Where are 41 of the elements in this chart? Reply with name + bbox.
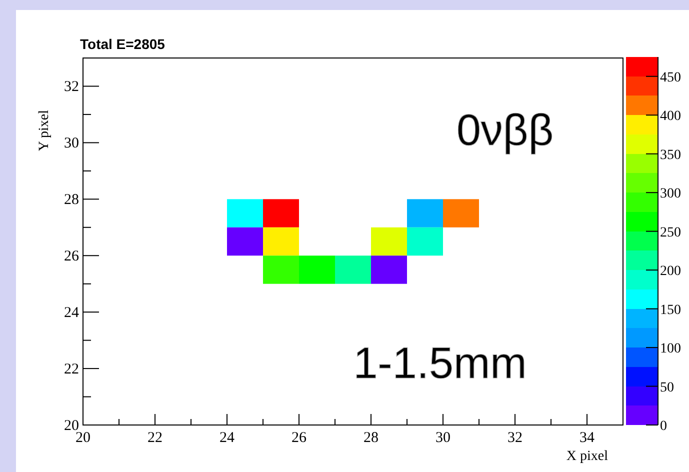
- point: [443, 199, 479, 228]
- x-tick-label: 28: [364, 430, 378, 446]
- point: [299, 256, 335, 284]
- annotation: 0νββ: [456, 106, 554, 155]
- x-tick-label: 24: [220, 430, 235, 446]
- color-bar-label: 400: [660, 109, 681, 124]
- point: [227, 227, 263, 256]
- point: [335, 256, 371, 284]
- x-tick-label: 32: [508, 430, 522, 446]
- x-tick-label: 34: [580, 430, 595, 446]
- color-bar-label: 350: [660, 148, 681, 163]
- color-bar-label: 200: [660, 264, 681, 280]
- y-tick-label: 22: [64, 362, 79, 378]
- x-tick-label: 30: [436, 430, 450, 446]
- color-bar-label: 100: [660, 342, 681, 357]
- y-tick-label: 32: [64, 79, 79, 96]
- point: [407, 227, 443, 256]
- y-tick-label: 28: [64, 192, 79, 208]
- x-tick-label: 26: [292, 430, 307, 446]
- chart-title: Total E=2805: [80, 36, 166, 52]
- y-tick-label: 24: [64, 305, 80, 322]
- point: [371, 256, 407, 284]
- color-bar-label: 300: [660, 186, 681, 202]
- annotation: 1-1.5mm: [353, 339, 527, 388]
- x-tick-label: 20: [76, 430, 90, 446]
- y-tick-label: 26: [64, 248, 80, 265]
- y-axis-title: Y pixel: [37, 110, 52, 152]
- point: [263, 199, 299, 228]
- color-bar-label: 50: [660, 380, 674, 396]
- y-tick-label: 30: [64, 136, 79, 152]
- point: [263, 227, 299, 256]
- point: [263, 256, 299, 284]
- color-bar-label: 450: [660, 70, 681, 86]
- point: [407, 199, 443, 228]
- x-tick-label: 22: [148, 430, 162, 446]
- color-bar-label: 250: [660, 225, 681, 240]
- point: [227, 199, 263, 228]
- point: [371, 227, 407, 256]
- color-bar-label: 150: [660, 302, 681, 318]
- color-bar-label: 0: [660, 419, 667, 434]
- x-axis-title: X pixel: [566, 449, 608, 464]
